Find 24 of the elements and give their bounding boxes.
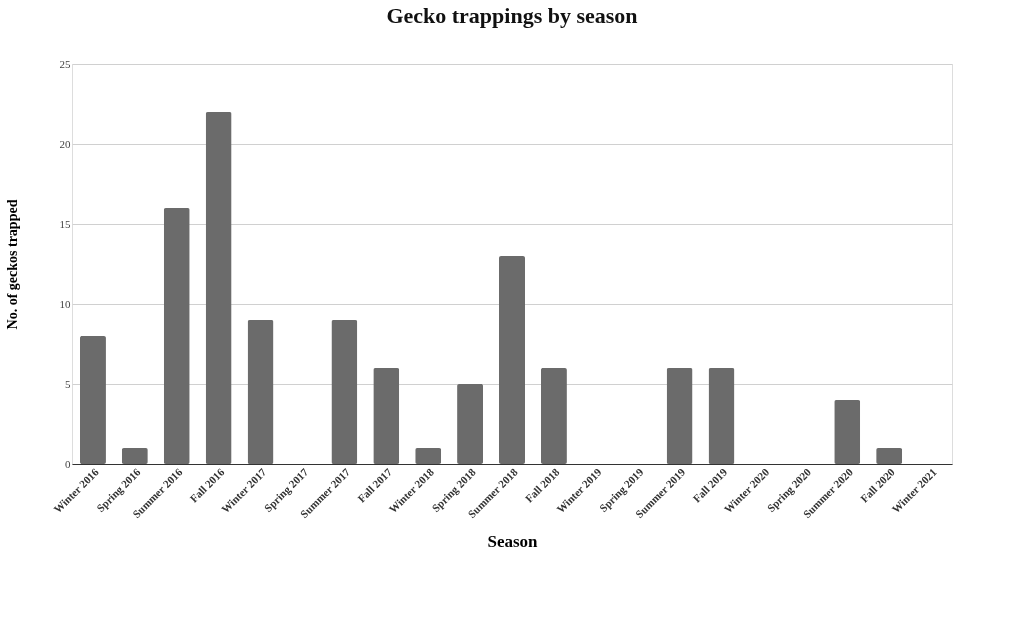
bar bbox=[121, 448, 148, 464]
bar bbox=[163, 208, 190, 464]
y-tick-label: 0 bbox=[65, 457, 71, 470]
bar bbox=[499, 256, 525, 464]
y-tick-label: 10 bbox=[59, 297, 71, 310]
bar bbox=[331, 320, 358, 464]
bar bbox=[205, 112, 232, 464]
bar bbox=[457, 384, 484, 464]
bar bbox=[666, 368, 693, 464]
bar bbox=[834, 400, 861, 464]
y-tick-label: 5 bbox=[65, 377, 71, 390]
bar bbox=[415, 448, 442, 464]
bar bbox=[247, 320, 274, 464]
chart-title: Gecko trappings by season bbox=[386, 3, 638, 28]
y-tick-label: 15 bbox=[59, 217, 71, 230]
x-axis-title: Season bbox=[487, 532, 539, 552]
y-tick-label: 25 bbox=[59, 57, 71, 70]
y-tick-label: 20 bbox=[59, 137, 71, 150]
y-axis-title: No. of geckos trapped bbox=[4, 199, 20, 330]
bar bbox=[540, 368, 567, 464]
bar bbox=[373, 368, 400, 464]
bar bbox=[708, 368, 735, 464]
bar bbox=[79, 336, 106, 464]
bar bbox=[876, 448, 903, 464]
